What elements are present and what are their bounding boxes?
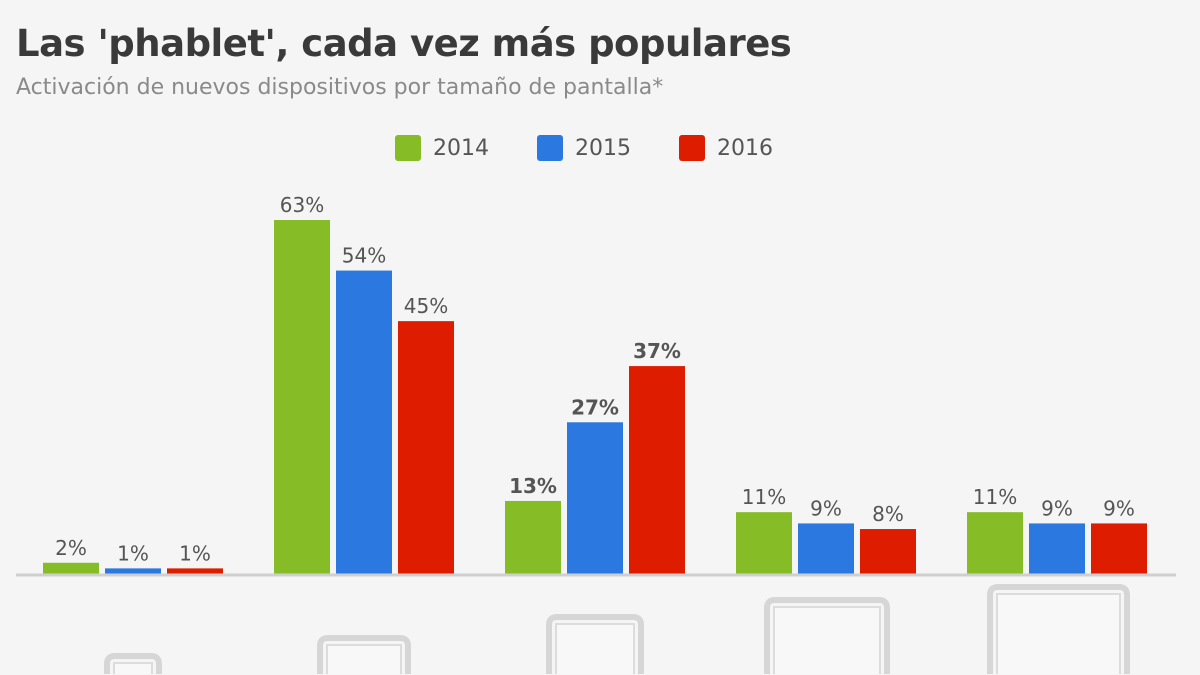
screen xyxy=(773,606,881,674)
legend-item-2014: 2014 xyxy=(395,135,489,161)
bar-2015-device-size-5 xyxy=(1029,523,1085,574)
data-label: 27% xyxy=(571,395,619,419)
data-label: 9% xyxy=(1103,496,1135,520)
bar-2016-device-size-4 xyxy=(860,529,916,574)
legend-item-2015: 2015 xyxy=(537,135,631,161)
phone-icon xyxy=(317,635,411,674)
data-label: 11% xyxy=(742,485,786,509)
legend-swatch xyxy=(537,135,563,161)
chart-title: Las 'phablet', cada vez más populares xyxy=(16,22,792,65)
screen xyxy=(555,623,635,674)
legend: 2014 2015 2016 xyxy=(395,135,773,161)
bar-2016-device-size-2 xyxy=(398,321,454,574)
data-label: 2% xyxy=(55,536,87,560)
legend-item-2016: 2016 xyxy=(679,135,773,161)
data-label: 11% xyxy=(973,485,1017,509)
data-label: 54% xyxy=(342,244,386,268)
screen xyxy=(326,644,402,674)
data-label: 37% xyxy=(633,339,681,363)
bar-2015-device-size-2 xyxy=(336,270,392,574)
data-label: 63% xyxy=(280,193,324,217)
large-tablet-icon xyxy=(987,584,1130,674)
bar-2014-device-size-3 xyxy=(505,500,561,574)
data-label: 1% xyxy=(117,541,149,565)
bar-2015-device-size-4 xyxy=(798,523,854,574)
data-label: 45% xyxy=(404,294,448,318)
bar-2016-device-size-1 xyxy=(167,568,223,574)
bar-2016-device-size-3 xyxy=(629,366,685,574)
bar-2014-device-size-4 xyxy=(736,512,792,574)
bar-2015-device-size-3 xyxy=(567,422,623,574)
data-label: 9% xyxy=(1041,496,1073,520)
legend-swatch xyxy=(679,135,705,161)
bar-2015-device-size-1 xyxy=(105,568,161,574)
data-label: 1% xyxy=(179,541,211,565)
legend-label: 2015 xyxy=(575,135,631,161)
small-phone-icon xyxy=(104,653,162,674)
chart-subtitle: Activación de nuevos dispositivos por ta… xyxy=(16,75,664,100)
legend-label: 2014 xyxy=(433,135,489,161)
bar-2014-device-size-2 xyxy=(274,220,330,574)
bar-2016-device-size-5 xyxy=(1091,523,1147,574)
screen xyxy=(996,593,1121,674)
data-label: 9% xyxy=(810,496,842,520)
data-label: 13% xyxy=(509,474,557,498)
small-tablet-icon xyxy=(764,597,890,674)
data-label: 8% xyxy=(872,502,904,526)
legend-swatch xyxy=(395,135,421,161)
legend-label: 2016 xyxy=(717,135,773,161)
bar-2014-device-size-5 xyxy=(967,512,1023,574)
screen xyxy=(113,662,153,674)
phablet-icon xyxy=(546,614,644,674)
bar-2014-device-size-1 xyxy=(43,562,99,574)
